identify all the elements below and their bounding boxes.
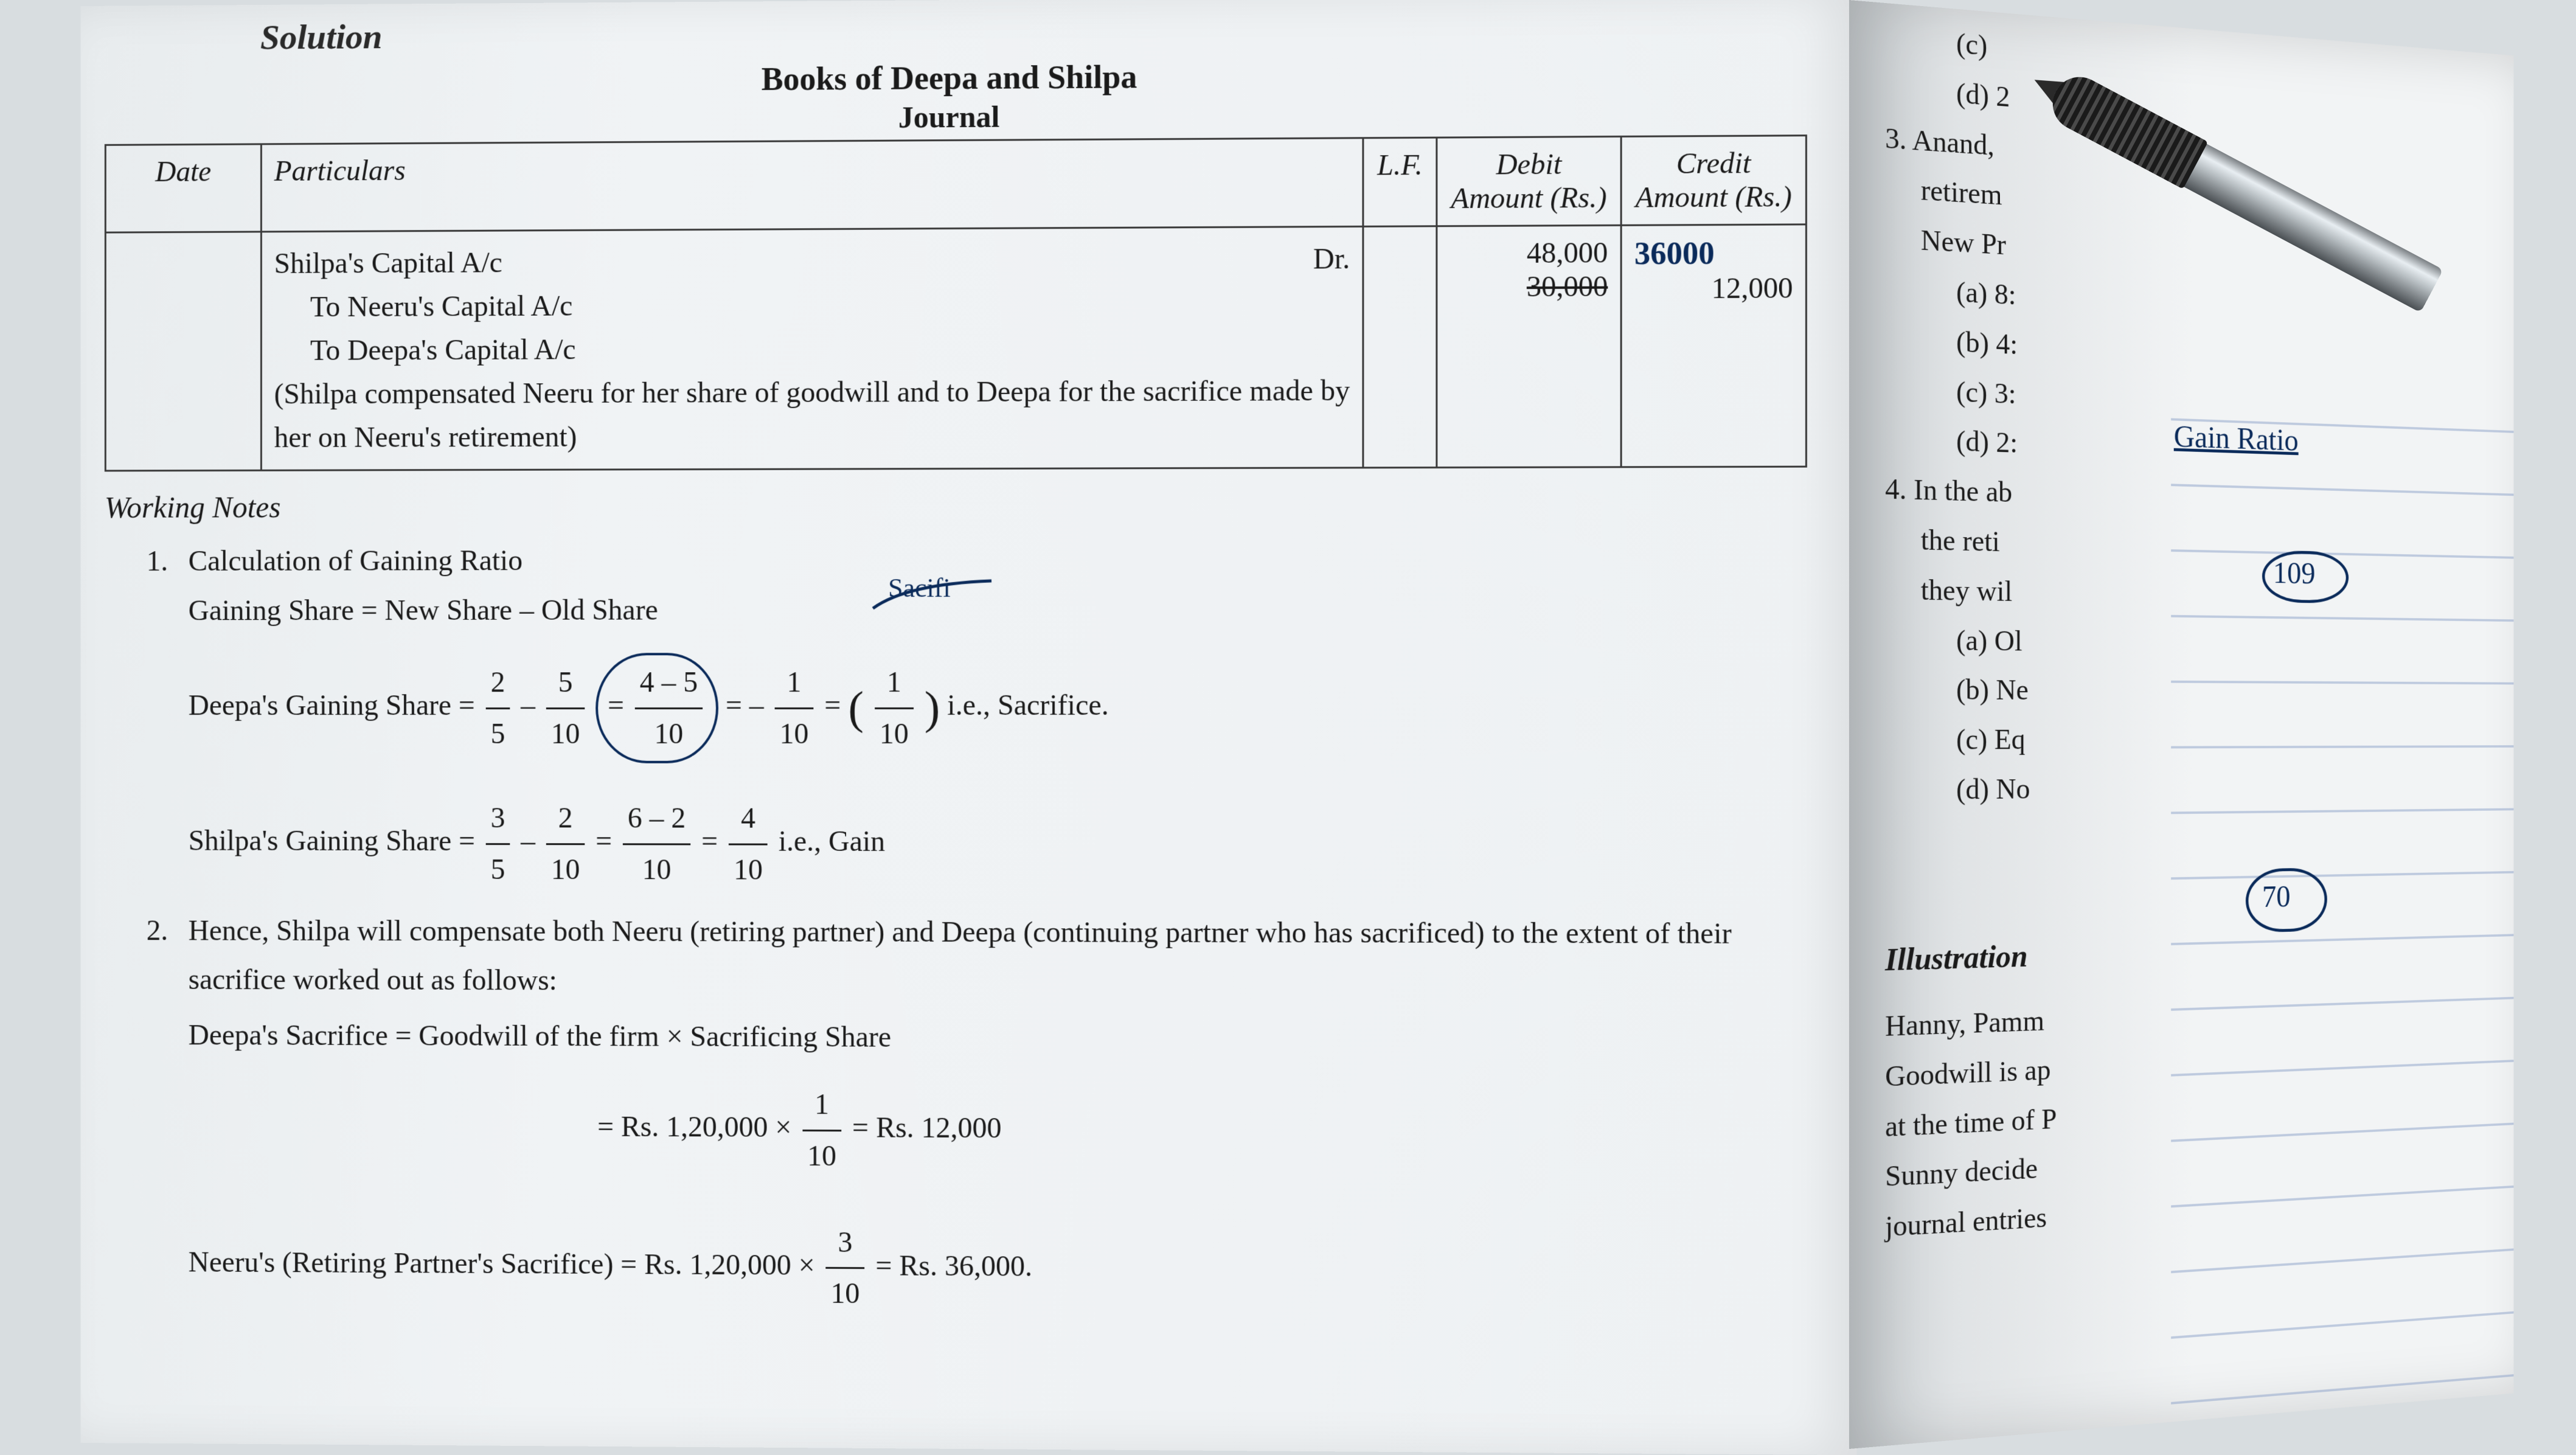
frac-s4: 410 [729,794,768,895]
entry-deepa: To Deepa's Capital A/c [274,325,1350,373]
frac-s1: 35 [486,794,510,894]
journal-subtitle: Journal [105,94,1807,139]
shilpa-eq: Shilpa's Gaining Share = 35 – 210 = 6 – … [189,794,1807,897]
frac-1: 25 [486,658,510,759]
cell-date [105,232,261,471]
col-particulars: Particulars [261,138,1363,232]
table-row: Shilpa's Capital A/c Dr. To Neeru's Capit… [105,224,1806,471]
solution-heading: Solution [260,7,1807,58]
deepa-calc: = Rs. 1,20,000 × 110 = Rs. 12,000 [597,1079,1807,1185]
cell-credit: 36000 12,000 [1621,224,1806,467]
note-2: 2. Hence, Shilpa will compensate both Ne… [189,906,1807,1324]
hand-sacifi: Sacifi [888,566,951,611]
left-page: Solution Books of Deepa and Shilpa Journ… [81,0,1857,1455]
deepa-label: Deepa's Gaining Share = [189,690,475,722]
hand-gain-ratio: Gain Ratio [2174,420,2299,458]
circled-frac: = 4 – 510 [595,653,718,763]
cell-debit: 48,000 30,000 [1437,225,1621,467]
deepa-eq: Deepa's Gaining Share = 25 – 510 = 4 – 5… [189,652,1807,764]
journal-table: Date Particulars L.F. Debit Amount (Rs.)… [105,134,1807,471]
col-debit: Debit Amount (Rs.) [1437,136,1621,226]
entry-neeru: To Neeru's Capital A/c [274,281,1350,329]
notebook-lines [2171,355,2513,1409]
note-2-num: 2. [147,906,168,955]
working-notes-heading: Working Notes [105,486,1807,525]
note-2-text: Hence, Shilpa will compensate both Neeru… [189,914,1732,996]
dr-mark: Dr. [1313,237,1350,282]
hand-circle-109 [2262,550,2349,603]
table-header-row: Date Particulars L.F. Debit Amount (Rs.)… [105,136,1806,232]
note-1: 1. Calculation of Gaining Ratio Gaining … [189,533,1807,896]
frac-nc: 310 [826,1217,865,1318]
credit-36000-hand: 36000 [1634,235,1793,273]
frac-5: 110 [875,658,914,759]
right-page: (c) (d) 2 3. Anand, retirem New Pr (a) 8… [1849,0,2514,1449]
note-1-formula: Gaining Share = New Share – Old Share [189,594,658,627]
cell-lf [1363,226,1437,468]
deepa-tail: i.e., Sacrifice. [947,689,1109,721]
entry-narration: (Shilpa compensated Neeru for her share … [274,369,1350,460]
frac-4: 110 [775,658,814,759]
note-1-num: 1. [147,537,168,586]
frac-s2: 210 [546,794,585,895]
cell-particulars: Shilpa's Capital A/c Dr. To Neeru's Capit… [261,226,1363,470]
neeru-calc: Neeru's (Retiring Partner's Sacrifice) =… [189,1215,1807,1324]
col-credit: Credit Amount (Rs.) [1621,136,1806,226]
shilpa-label: Shilpa's Gaining Share = [189,825,475,857]
frac-dc: 110 [802,1080,841,1181]
frac-2: 510 [546,658,585,759]
deepa-sac-line: Deepa's Sacrifice = Goodwill of the firm… [189,1010,1807,1065]
frac-s3: 6 – 210 [623,794,690,895]
frac-3: 4 – 510 [635,658,703,759]
col-date: Date [105,144,261,232]
debit-48000: 48,000 [1450,236,1608,270]
hand-arrow-icon [870,578,1004,620]
debit-30000-struck: 30,000 [1450,269,1608,304]
credit-12000: 12,000 [1634,271,1793,305]
note-1-title: Calculation of Gaining Ratio [189,544,522,577]
shilpa-tail: i.e., Gain [779,825,885,858]
entry-shilpa: Shilpa's Capital A/c [274,246,502,279]
col-lf: L.F. [1363,137,1437,226]
book-title: Books of Deepa and Shilpa [105,54,1807,102]
